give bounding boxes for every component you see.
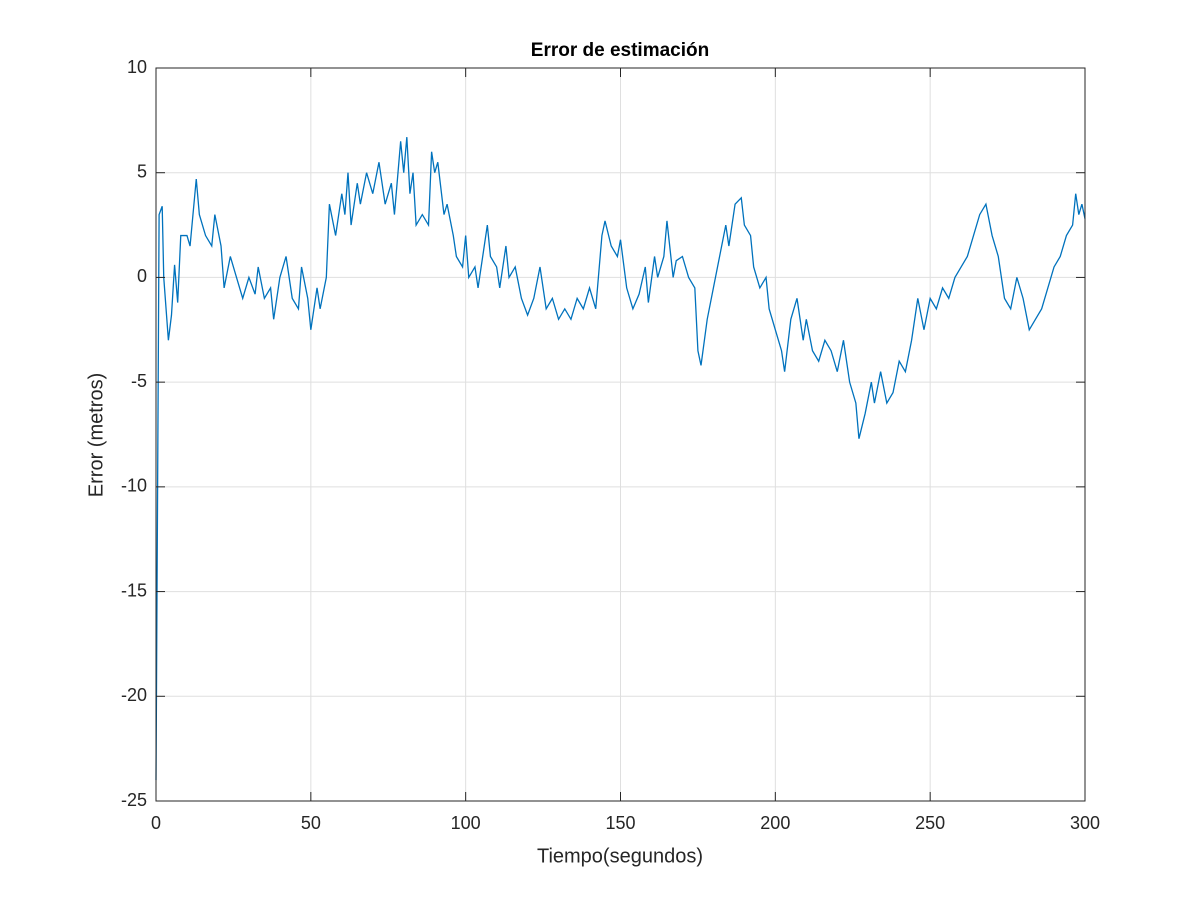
x-tick-label: 0 <box>151 813 161 833</box>
data-line <box>155 137 1086 781</box>
x-tick-label: 150 <box>605 813 635 833</box>
y-axis-label: Error (metros) <box>85 373 107 497</box>
y-tick-label: 0 <box>137 266 147 286</box>
x-tick-label: 200 <box>760 813 790 833</box>
y-tick-label: -10 <box>121 476 147 496</box>
x-tick-label: 250 <box>915 813 945 833</box>
x-tick-label: 300 <box>1070 813 1100 833</box>
y-tick-label: -5 <box>131 371 147 391</box>
y-tick-label: 10 <box>127 57 147 77</box>
x-tick-label: 50 <box>301 813 321 833</box>
chart-title: Error de estimación <box>531 40 709 61</box>
y-tick-label: 5 <box>137 161 147 181</box>
y-tick-label: -15 <box>121 580 147 600</box>
x-axis-label: Tiempo(segundos) <box>537 845 703 867</box>
y-tick-label: -25 <box>121 790 147 810</box>
x-tick-label: 100 <box>451 813 481 833</box>
y-tick-label: -20 <box>121 685 147 705</box>
